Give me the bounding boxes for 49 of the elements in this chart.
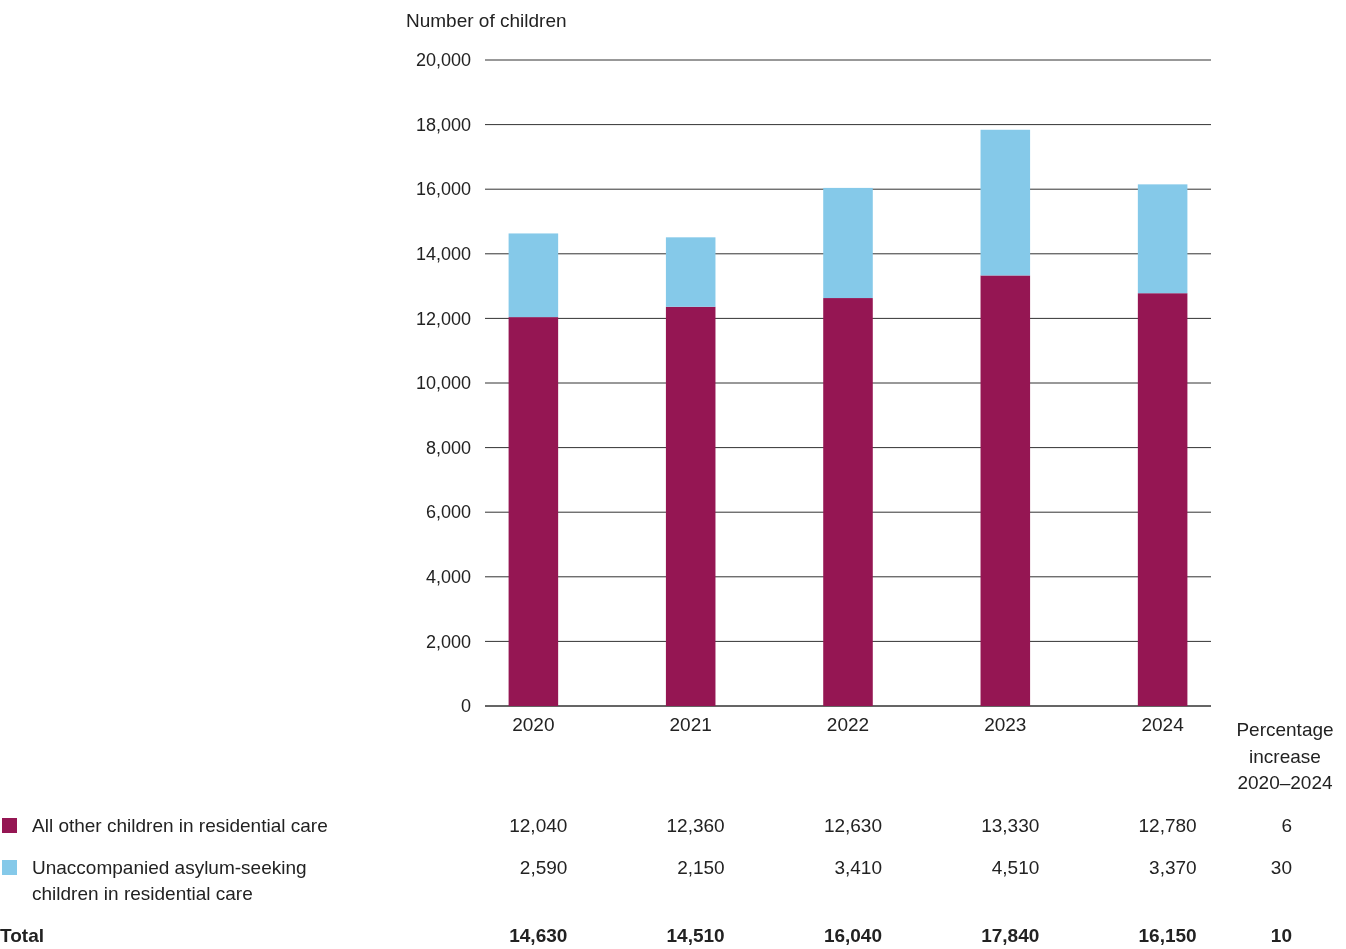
x-tick-label: 2024	[1141, 714, 1185, 736]
data-label: 2,590	[519, 857, 568, 878]
text: 16,150	[1138, 925, 1197, 946]
bar	[1137, 184, 1188, 294]
text: 30	[1270, 857, 1292, 878]
text: 10	[1270, 925, 1292, 946]
bar	[508, 233, 559, 318]
bar	[508, 317, 559, 706]
x-tick-label: 2023	[984, 714, 1027, 736]
y-tick-label: 4,000	[425, 567, 471, 588]
bar	[665, 237, 716, 307]
y-tick-label: 20,000	[415, 50, 471, 71]
text: 14,630	[509, 925, 568, 946]
x-tick-label: 2020	[512, 714, 555, 736]
data-label: 3,370	[1149, 857, 1197, 878]
bar	[665, 306, 716, 706]
data-label: 4,510	[991, 857, 1040, 878]
data-label: 13,330	[981, 815, 1040, 836]
x-tick-label: 2022	[826, 714, 870, 736]
bar	[1137, 293, 1188, 706]
y-tick-label: 10,000	[415, 373, 471, 394]
data-label: 12,360	[666, 815, 725, 836]
legend-label: Unaccompanied asylum-seeking children in residential care	[32, 857, 307, 904]
y-tick-label: 2,000	[425, 631, 471, 652]
data-label: 12,630	[823, 815, 882, 836]
text: Percentage increase 2020–2024	[1236, 719, 1334, 793]
y-tick-label: 16,000	[415, 179, 471, 200]
data-label: 2,150	[677, 857, 725, 878]
y-tick-label: 8,000	[425, 437, 471, 458]
y-tick-label: 6,000	[425, 502, 471, 523]
bar	[980, 275, 1031, 706]
data-label: 3,410	[834, 857, 882, 878]
bar	[823, 298, 873, 706]
legend-label: All other children in residential care	[32, 815, 328, 836]
text: Total	[0, 925, 44, 946]
y-tick-label: 12,000	[415, 308, 471, 329]
text: 17,840	[981, 925, 1040, 946]
data-label: 12,780	[1138, 815, 1197, 836]
data-label: 12,040	[509, 815, 568, 836]
bar	[980, 129, 1031, 276]
y-tick-label: 0	[460, 696, 471, 717]
bar	[823, 187, 873, 299]
y-tick-label: 14,000	[415, 244, 471, 265]
y-tick-label: 18,000	[415, 114, 471, 135]
text: 16,040	[823, 925, 882, 946]
text: 6	[1281, 815, 1292, 836]
x-tick-label: 2021	[669, 714, 712, 736]
text: 14,510	[666, 925, 725, 946]
y-axis-title: Number of children	[406, 10, 567, 31]
